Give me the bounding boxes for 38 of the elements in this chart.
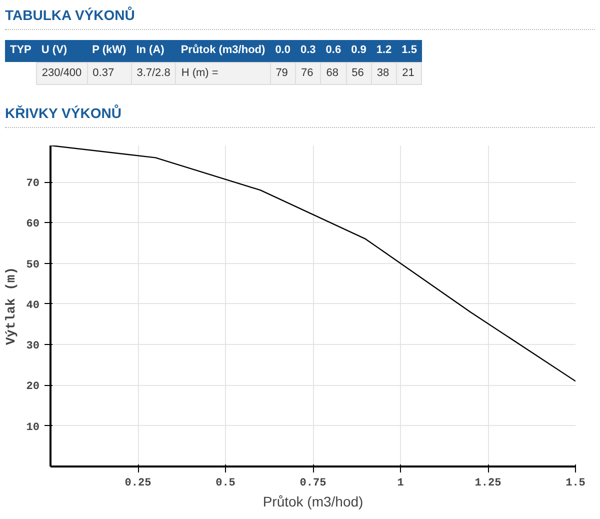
x-tick-label: 0.75	[300, 478, 327, 490]
x-axis-title: Průtok (m3/hod)	[262, 494, 364, 510]
y-tick-label: 10	[26, 422, 40, 434]
text: U (V)	[36, 40, 88, 62]
x-tick-label: 0.25	[124, 478, 152, 490]
text: 68	[320, 62, 346, 85]
text: TABULKA VÝKONŮ	[5, 5, 595, 30]
y-tick-label: 20	[26, 381, 40, 394]
text: 0.0	[270, 40, 296, 62]
text: 1.2	[371, 40, 397, 62]
text: 0.3	[295, 40, 321, 62]
y-tick-label: 30	[26, 340, 40, 353]
text: 76	[295, 62, 321, 85]
text: 38	[371, 62, 397, 85]
text: 0.37	[87, 62, 132, 85]
x-tick-label: 1	[397, 478, 404, 490]
text: 56	[346, 62, 372, 85]
y-tick-label: 70	[26, 178, 40, 190]
y-axis-title: Výtlak (m)	[3, 266, 18, 346]
text: P (kW)	[87, 40, 132, 62]
x-tick-label: 1.5	[566, 478, 586, 490]
y-tick-label: 40	[26, 300, 40, 312]
text: 21	[396, 62, 422, 85]
chart-title: KŘIVKY VÝKONŮ	[5, 103, 595, 128]
y-tick-label: 60	[26, 218, 40, 231]
text: 1.5	[396, 40, 422, 62]
text: 79	[270, 62, 296, 85]
text: 0.6	[320, 40, 346, 62]
text: Průtok (m3/hod)	[176, 40, 270, 62]
text: In (A)	[131, 40, 176, 62]
x-tick-label: 1.25	[474, 478, 502, 490]
text: 3.7/2.8	[131, 62, 176, 85]
text: TYP	[5, 40, 36, 62]
text: 230/400	[36, 62, 88, 85]
text: H (m) =	[176, 62, 270, 85]
y-tick-label: 50	[26, 259, 40, 272]
x-tick-label: 0.5	[216, 478, 236, 490]
text: 0.9	[346, 40, 372, 62]
